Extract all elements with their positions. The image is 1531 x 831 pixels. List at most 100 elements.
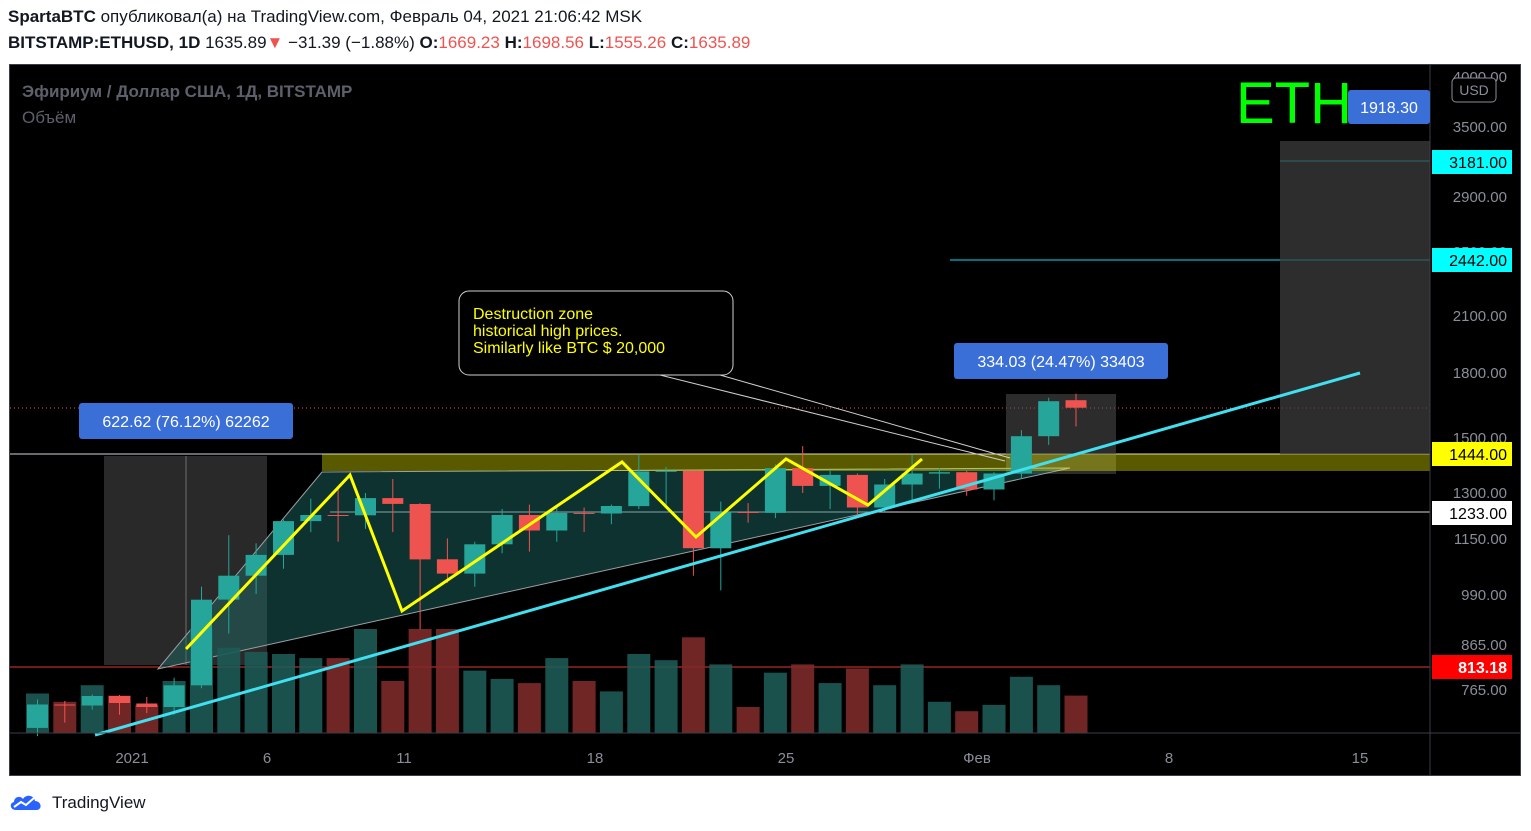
candle-body[interactable] [928,472,950,474]
price-tag-813-text: 813.18 [1458,660,1507,677]
volume-legend[interactable]: Объём [22,108,76,127]
candle-body[interactable] [792,468,814,486]
price-tag-2442[interactable] [1432,248,1512,272]
candle-body[interactable] [1038,401,1060,437]
volume-bar [490,678,514,733]
callout-pointer-1 [719,374,1011,459]
candle-body[interactable] [573,512,595,514]
price-tag-top-text: 1918.30 [1360,100,1418,117]
volume-bar [873,685,897,733]
price-tag-3181[interactable] [1432,150,1512,174]
low-label: L: [588,33,605,52]
candle-body[interactable] [163,685,185,707]
open-value: 1669.23 [438,33,500,52]
volume-bar [927,701,951,733]
candle-body[interactable] [737,512,759,513]
candle-body[interactable] [655,470,677,472]
candle-body[interactable] [27,704,48,728]
time-tick: 8 [1165,750,1173,767]
time-tick: 11 [396,750,412,767]
price-tag-1444[interactable] [1432,442,1512,466]
candle-body[interactable] [409,504,431,560]
candle-body[interactable] [491,515,513,545]
instrument-legend[interactable]: Эфириум / Доллар США, 1Д, BITSTAMP [22,82,352,101]
volume-bar [599,691,623,733]
author-name[interactable]: SpartaBTC [8,7,96,26]
price-axis[interactable]: 4000.00 3500.00 2900.00 2500.00 2100.00 … [1348,65,1512,775]
candle-body[interactable] [464,544,486,574]
candle-body[interactable] [682,470,704,549]
tradingview-footer[interactable]: TradingView [8,791,146,815]
callout-line-1: Destruction zone [473,306,593,323]
candle-body[interactable] [819,474,841,486]
volume-bar [654,660,678,733]
candle-body[interactable] [81,696,103,706]
high-value: 1698.56 [522,33,584,52]
candle-body[interactable] [1065,400,1087,408]
volume-bar [763,672,787,733]
candle-body[interactable] [136,703,158,708]
volume-bar [299,658,323,733]
volume-bar [709,664,733,733]
candle-body[interactable] [901,473,923,485]
range-label-right[interactable] [954,343,1168,379]
price-tick: 765.00 [1461,682,1507,699]
symbol-header: BITSTAMP:ETHUSD, 1D 1635.89▼ −31.39 (−1.… [8,33,750,53]
candle-body[interactable] [54,704,76,706]
price-tag-top[interactable] [1348,90,1430,124]
candle-body[interactable] [191,599,212,686]
volume-bar [791,664,815,733]
volume-bar [354,629,377,733]
last-price: 1635.89 [205,33,267,52]
open-label: O: [419,33,439,52]
volume-bar [900,664,924,733]
range-label-left[interactable] [79,403,293,439]
range-label-right-text: 334.03 (24.47%) 33403 [977,354,1144,371]
volume-bar [408,629,432,733]
currency-button[interactable] [1451,77,1497,103]
price-change: −31.39 (−1.88%) [288,33,415,52]
volume-bar [1009,676,1033,733]
candle-body[interactable] [327,515,349,516]
symbol-name: BITSTAMP:ETHUSD, 1D [8,33,201,52]
candle-body[interactable] [218,575,240,600]
price-tag-1444-text: 1444.00 [1449,447,1507,464]
volume-bar [572,681,596,733]
consolidation-triangle[interactable] [156,467,1071,670]
price-tag-1233[interactable] [1432,501,1512,525]
volume-bar [681,637,705,733]
high-label: H: [504,33,523,52]
price-tick: 865.00 [1461,637,1507,654]
candle-body[interactable] [764,468,786,513]
callout-pointer-2 [659,374,1006,462]
price-tick: 1150.00 [1454,531,1507,548]
volume-bar [1037,685,1061,733]
price-tag-813[interactable] [1432,655,1512,679]
candle-body[interactable] [273,521,294,555]
published-text: опубликовал(а) на TradingView.com, Февра… [100,7,643,26]
price-tag-2442-text: 2442.00 [1449,253,1507,270]
candle-body[interactable] [846,474,868,508]
time-axis[interactable]: 2021 6 11 18 25 Фев 8 15 [10,732,1520,767]
candle-body[interactable] [1010,436,1032,474]
volume-bar [381,681,405,733]
price-tick: 3500.00 [1453,119,1507,136]
candle-body[interactable] [874,484,896,508]
candle-body[interactable] [546,512,568,531]
time-tick: Фев [963,750,991,767]
price-chart[interactable]: Destruction zone historical high prices.… [10,65,1520,775]
candle-body[interactable] [600,506,622,514]
destruction-zone[interactable] [322,454,1430,471]
candle-body[interactable] [109,696,130,703]
ascending-trendline[interactable] [94,371,1361,737]
chart-frame[interactable]: Destruction zone historical high prices.… [9,64,1521,776]
candle-body[interactable] [382,498,404,504]
candle-body[interactable] [628,471,650,507]
zigzag-wave[interactable] [184,457,923,651]
callout-box[interactable] [458,290,734,376]
volume-bar [955,711,979,733]
candle-body[interactable] [436,559,458,574]
tradingview-cloud-icon [10,795,41,810]
projection-box[interactable] [1280,141,1430,455]
volume-bar [982,704,1006,733]
